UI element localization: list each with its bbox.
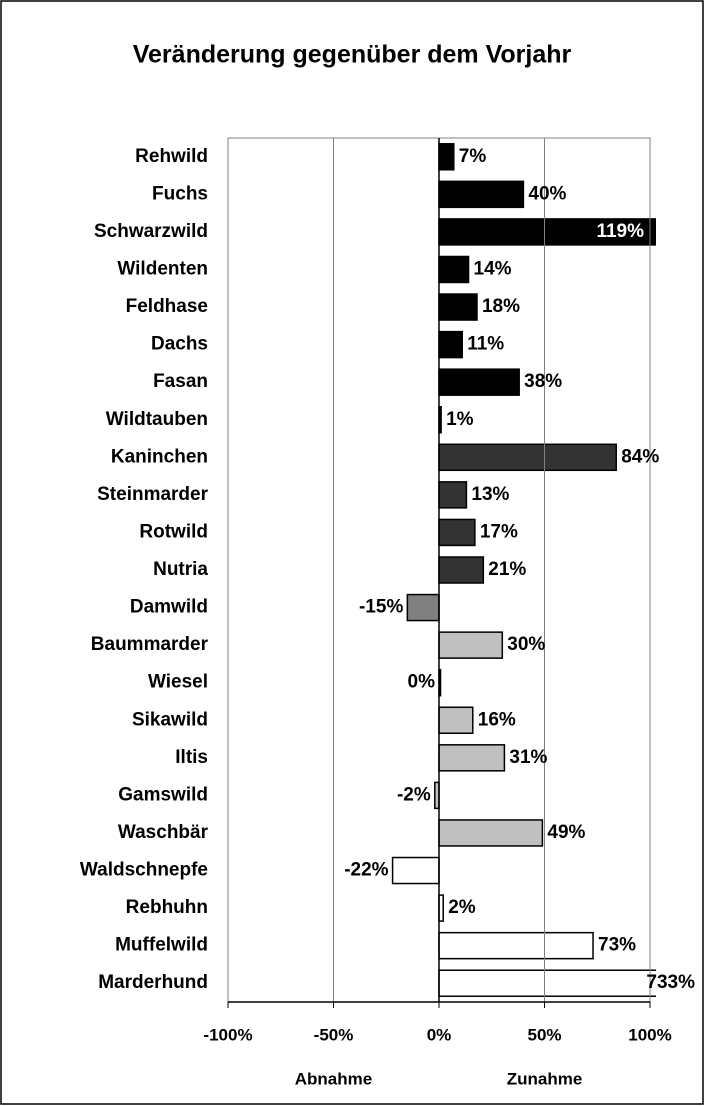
bar [391, 856, 440, 885]
value-label: 38% [524, 371, 562, 392]
value-label: 49% [547, 822, 585, 843]
y-tick-label: Rehwild [135, 146, 208, 167]
bar [438, 218, 656, 246]
x-tick-label: -50% [314, 1025, 354, 1044]
value-label: 40% [528, 183, 566, 204]
bar [438, 330, 463, 359]
value-label: 0% [408, 672, 436, 693]
value-label: 1% [446, 409, 474, 430]
value-label: 7% [459, 146, 487, 167]
bar [438, 706, 474, 735]
bar [438, 143, 455, 171]
bar [438, 368, 520, 396]
bar [438, 556, 485, 584]
y-tick-label: Kaninchen [111, 446, 208, 467]
value-label: -15% [359, 597, 403, 618]
y-tick-label: Muffelwild [115, 935, 208, 956]
y-tick-label: Sikawild [132, 709, 208, 730]
y-tick-label: Iltis [175, 747, 208, 768]
bar [438, 255, 470, 284]
y-tick-label: Wildenten [117, 258, 208, 279]
value-label: 30% [507, 634, 545, 655]
y-tick-label: Wiesel [148, 672, 208, 693]
bar [438, 180, 525, 209]
bar [438, 631, 504, 659]
y-tick-label: Baummarder [91, 634, 209, 655]
x-tick-label: -100% [203, 1025, 252, 1044]
value-label: 16% [478, 709, 516, 730]
x-tick-label: 100% [628, 1025, 671, 1044]
value-label: 2% [448, 897, 476, 918]
value-label: 73% [598, 935, 636, 956]
bar [438, 443, 617, 472]
bar [438, 518, 476, 547]
y-tick-label: Waldschnepfe [80, 860, 208, 881]
y-tick-label: Feldhase [126, 296, 208, 317]
axis-label: Abnahme [295, 1069, 372, 1088]
bar [406, 593, 440, 622]
x-tick-label: 50% [527, 1025, 561, 1044]
value-label: 84% [621, 446, 659, 467]
value-label: 31% [509, 747, 547, 768]
y-tick-label: Gamswild [118, 784, 208, 805]
axis-label: Zunahme [507, 1069, 583, 1088]
y-tick-label: Dachs [151, 334, 208, 355]
bar [438, 744, 506, 772]
value-label: 733% [646, 972, 695, 993]
bar [438, 481, 468, 509]
y-tick-label: Wildtauben [106, 409, 208, 430]
value-label: -2% [397, 784, 431, 805]
y-tick-label: Schwarzwild [94, 221, 208, 242]
y-tick-label: Rotwild [139, 521, 208, 542]
value-label: 119% [596, 221, 644, 242]
y-tick-label: Marderhund [98, 972, 208, 993]
bar [438, 819, 544, 847]
y-tick-label: Fasan [153, 371, 208, 392]
chart-title: Veränderung gegenüber dem Vorjahr [133, 41, 572, 69]
value-label: 21% [488, 559, 526, 580]
value-label: 14% [474, 258, 512, 279]
x-tick-label: 0% [427, 1025, 452, 1044]
value-label: 13% [471, 484, 509, 505]
value-label: 11% [467, 334, 504, 355]
bar [438, 293, 478, 321]
value-label: -22% [344, 860, 388, 881]
value-label: 18% [482, 296, 520, 317]
y-tick-label: Rebhuhn [126, 897, 208, 918]
y-tick-label: Fuchs [152, 183, 208, 204]
value-label: 17% [480, 521, 518, 542]
y-tick-label: Steinmarder [97, 484, 208, 505]
y-tick-label: Waschbär [118, 822, 209, 843]
y-tick-label: Damwild [130, 597, 208, 618]
bar [438, 931, 594, 960]
y-tick-label: Nutria [153, 559, 208, 580]
